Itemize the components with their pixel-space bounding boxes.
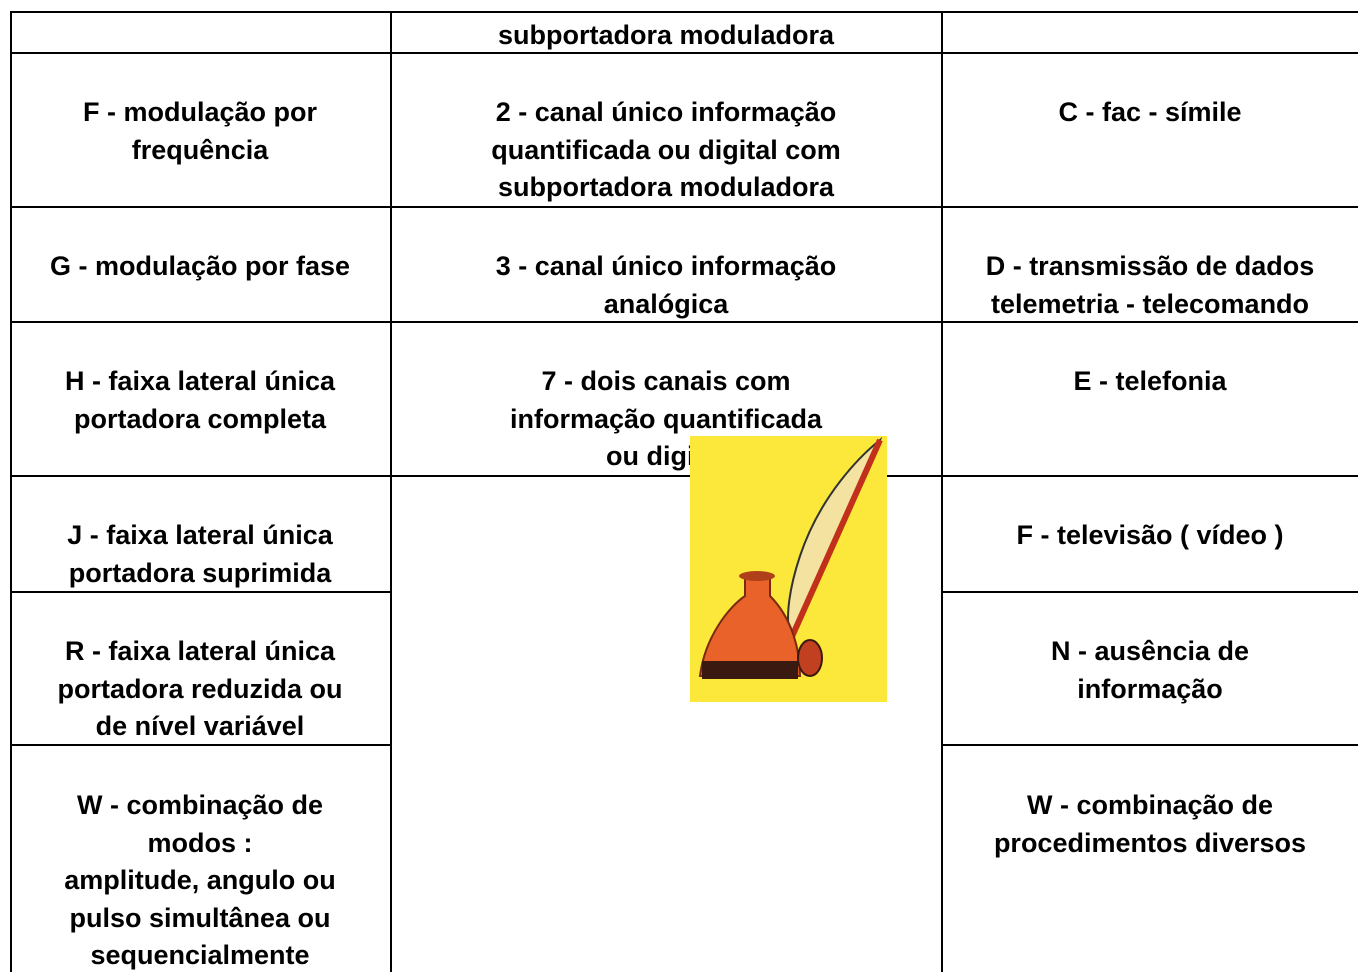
cell-text: R - faixa lateral única portadora reduzi… xyxy=(57,636,343,741)
cell-text: C - fac - símile xyxy=(1058,97,1242,127)
column-border xyxy=(390,11,392,972)
cell-text: 2 - canal único informação quantificada … xyxy=(491,97,841,202)
cell-text: subportadora moduladora xyxy=(497,20,835,50)
cell-text: 7 - dois canais com informação quantific… xyxy=(509,366,823,471)
cell-text: W - combinação de procedimentos diversos xyxy=(993,790,1307,858)
row-border xyxy=(10,475,1358,477)
cell-text: E - telefonia xyxy=(1073,366,1227,396)
cell-text: G - modulação por fase xyxy=(49,251,351,281)
cell-text: W - combinação de modos : amplitude, ang… xyxy=(64,790,336,970)
row-border xyxy=(10,52,1358,54)
row-border xyxy=(10,206,1358,208)
row-border xyxy=(10,744,390,746)
row-border xyxy=(10,591,390,593)
cell-text: N - ausência de informação xyxy=(1050,636,1250,704)
row-border xyxy=(942,591,1358,593)
column-border xyxy=(941,11,943,972)
row-border xyxy=(10,11,1358,13)
cell-text: F - televisão ( vídeo ) xyxy=(1016,520,1284,550)
row-border xyxy=(10,321,1358,323)
column-border xyxy=(10,11,12,972)
quill-inkwell-image xyxy=(690,436,887,702)
cell-text: D - transmissão de dados telemetria - te… xyxy=(985,251,1315,319)
cell-text: 3 - canal único informação analógica xyxy=(495,251,837,319)
cell-text: J - faixa lateral única portadora suprim… xyxy=(67,520,333,588)
cell-text: F - modulação por frequência xyxy=(82,97,317,165)
row-border xyxy=(942,744,1358,746)
cell-text: H - faixa lateral única portadora comple… xyxy=(64,366,336,434)
